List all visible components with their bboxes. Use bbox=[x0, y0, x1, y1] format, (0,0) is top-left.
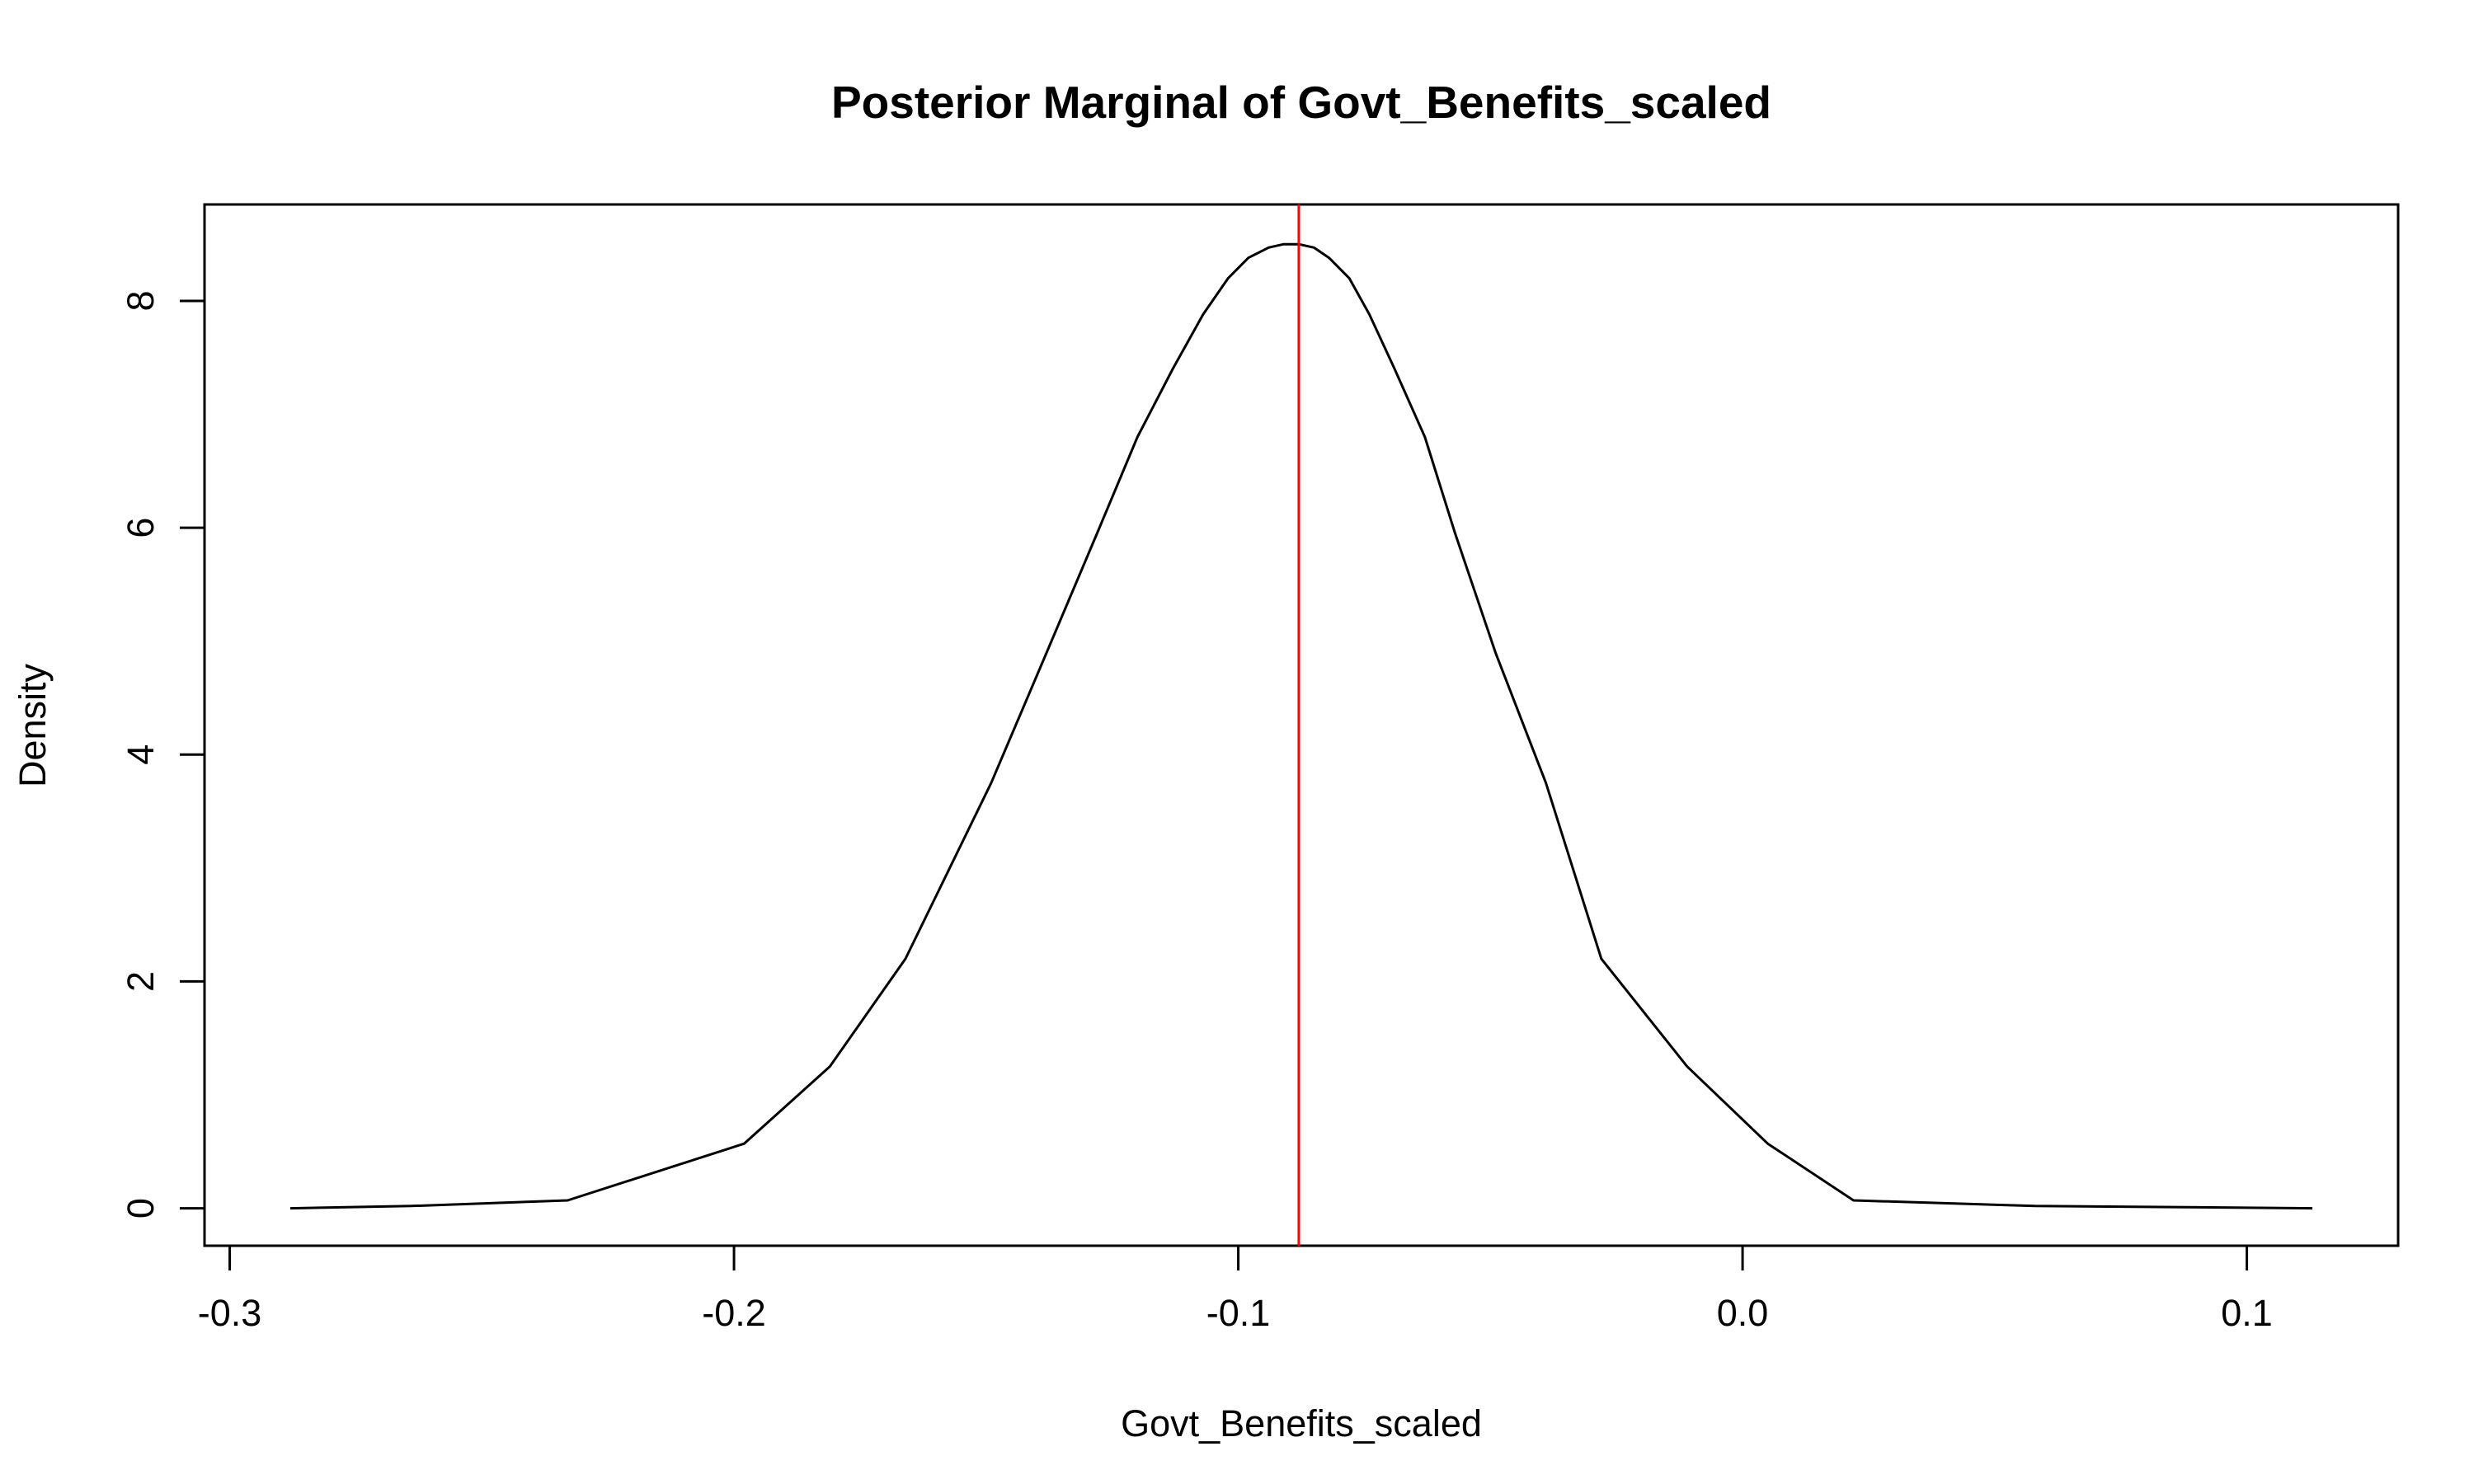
x-axis-label: Govt_Benefits_scaled bbox=[1121, 1402, 1482, 1444]
y-tick-label: 0 bbox=[120, 1198, 162, 1219]
plot-frame bbox=[203, 203, 2400, 1247]
x-tick-label: 0.0 bbox=[1717, 1292, 1769, 1334]
x-tick-label: -0.1 bbox=[1206, 1292, 1271, 1334]
y-tick-label: 6 bbox=[120, 518, 162, 538]
x-tick-label: -0.3 bbox=[198, 1292, 262, 1334]
y-tick-label: 2 bbox=[120, 971, 162, 992]
y-axis-label: Density bbox=[12, 663, 54, 787]
y-tick-label: 8 bbox=[120, 290, 162, 311]
y-axis: 0 2 4 6 8 bbox=[120, 290, 206, 1219]
series-layer bbox=[289, 242, 2313, 1210]
x-axis: -0.3 -0.2 -0.1 0.0 0.1 bbox=[198, 1244, 2273, 1334]
y-tick-label: 4 bbox=[120, 744, 162, 765]
x-tick-label: 0.1 bbox=[2221, 1292, 2273, 1334]
chart-title: Posterior Marginal of Govt_Benefits_scal… bbox=[831, 77, 1771, 128]
x-tick-label: -0.2 bbox=[702, 1292, 766, 1334]
density-curve bbox=[289, 242, 2313, 1210]
